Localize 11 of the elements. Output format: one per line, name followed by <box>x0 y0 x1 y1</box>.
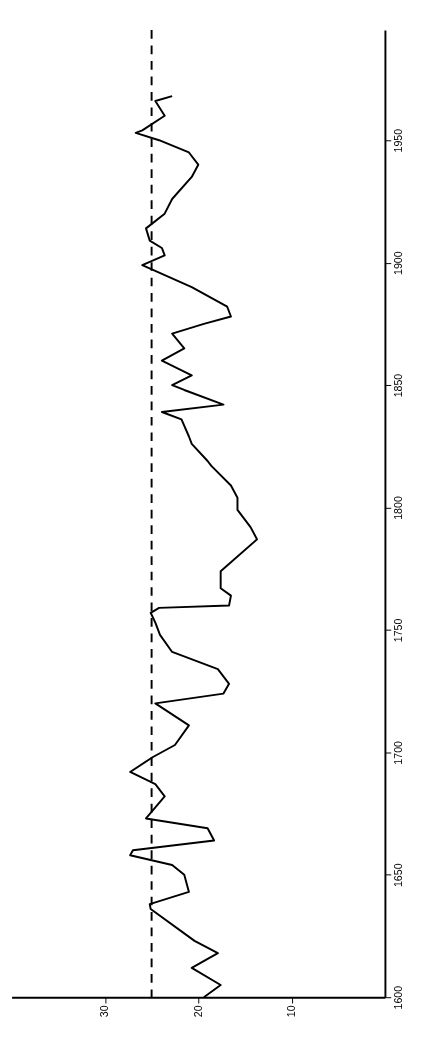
y-tick-label: 1850 <box>391 373 404 398</box>
y-tick-label: 1650 <box>391 863 404 888</box>
y-tick-label: 1600 <box>391 985 404 1010</box>
y-tick-label: 1750 <box>391 618 404 643</box>
x-tick-label: 20 <box>191 1005 204 1018</box>
y-tick-label: 1950 <box>391 128 404 153</box>
y-tick-label: 1900 <box>391 251 404 275</box>
x-tick-label: 10 <box>284 1005 297 1018</box>
y-tick-label: 1800 <box>391 496 404 520</box>
x-tick-label: 30 <box>98 1005 111 1018</box>
y-tick-label: 1700 <box>391 740 404 765</box>
